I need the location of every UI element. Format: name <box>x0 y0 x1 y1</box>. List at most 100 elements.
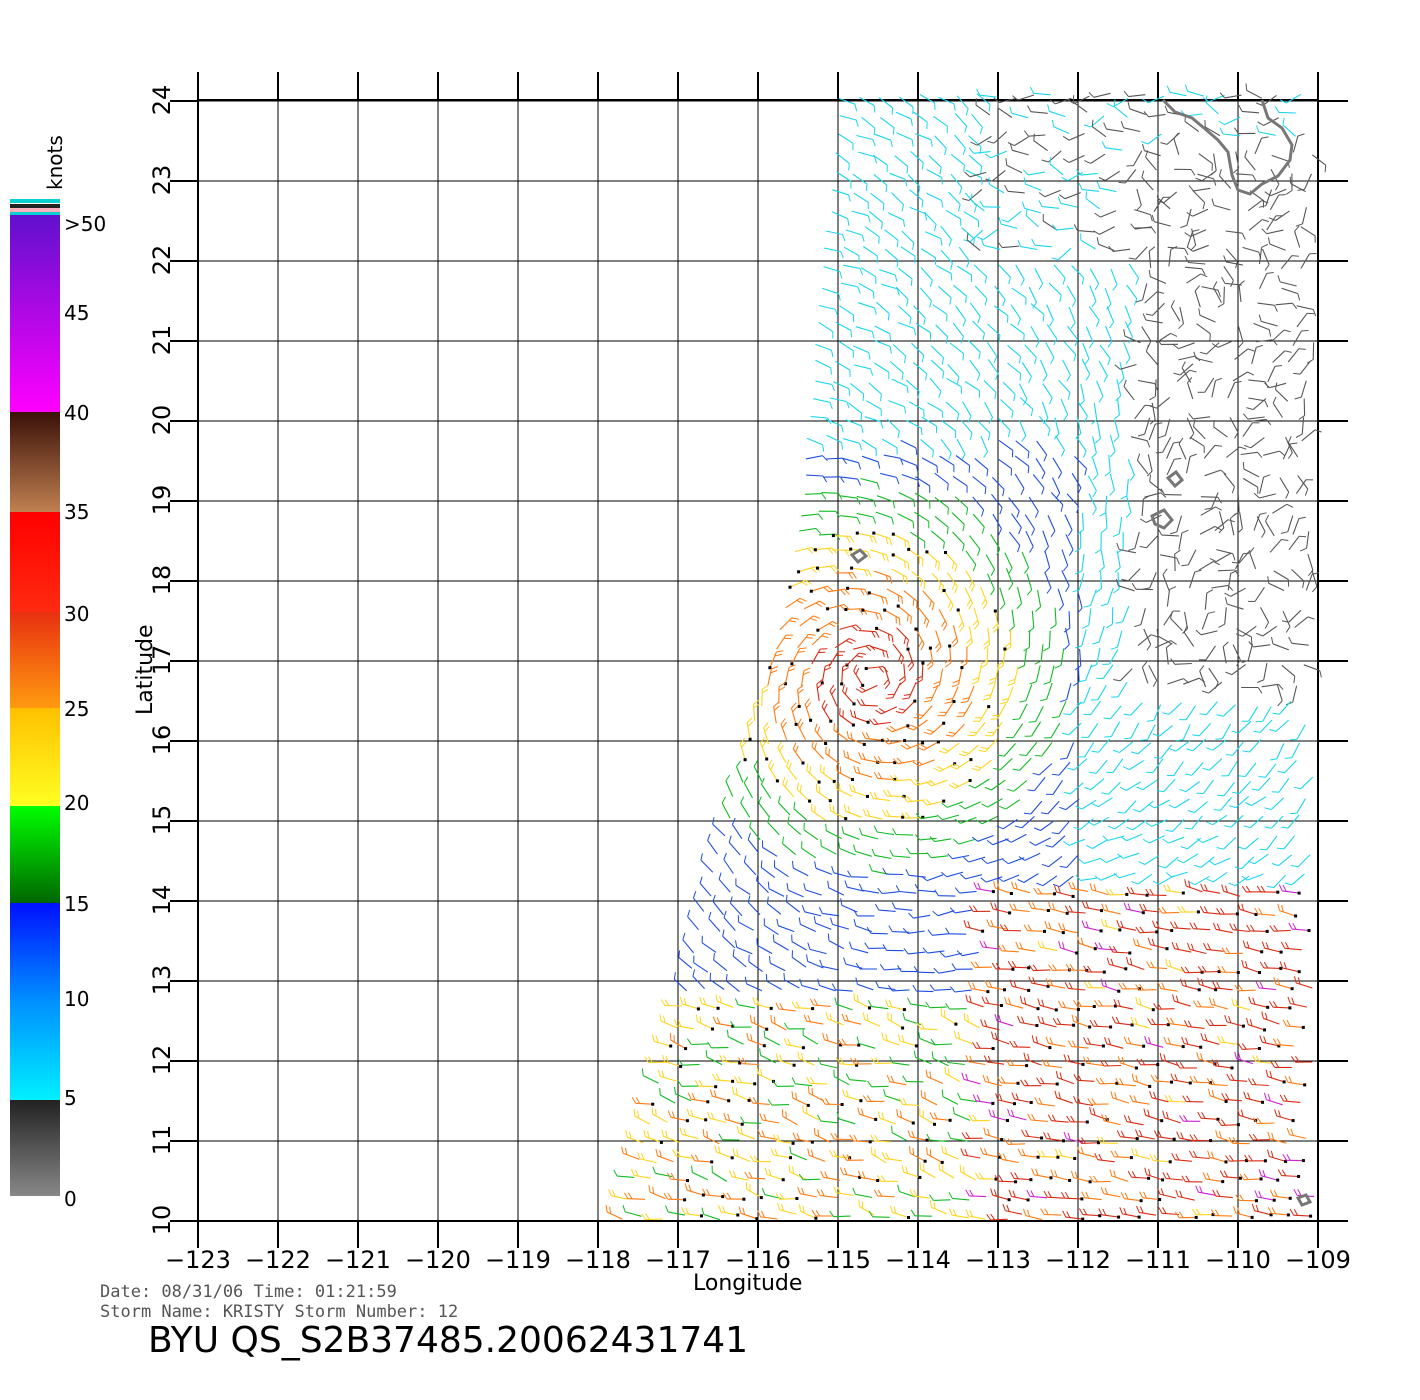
wind-barb <box>1058 379 1071 394</box>
wind-barb-feather <box>844 880 848 888</box>
wind-barb <box>887 212 904 221</box>
rain-flag <box>1073 1157 1077 1160</box>
rain-flag <box>704 1118 708 1122</box>
wind-barb <box>1254 1210 1272 1216</box>
wind-barb-feather <box>877 772 883 779</box>
wind-barb-feather <box>1036 1150 1042 1157</box>
wind-barb-feather <box>1307 312 1315 315</box>
wind-barb-feather <box>1052 773 1060 776</box>
wind-barb-feather <box>776 650 784 653</box>
rain-flag <box>1061 931 1065 935</box>
wind-barb <box>778 802 791 816</box>
rain-flag <box>1081 1062 1085 1066</box>
wind-barb-feather <box>1319 670 1322 678</box>
wind-barb-feather <box>1128 257 1136 260</box>
wind-barb-feather <box>1252 1117 1258 1124</box>
wind-barb-feather <box>926 851 932 859</box>
wind-barb <box>1248 1024 1265 1031</box>
wind-barb <box>720 1211 738 1216</box>
rain-flag <box>789 1156 792 1160</box>
wind-barb <box>1179 363 1194 376</box>
wind-barb-feather <box>997 528 1002 536</box>
wind-barb-feather <box>1060 757 1068 760</box>
wind-barb-feather <box>1297 293 1301 301</box>
rain-flag <box>1124 967 1128 971</box>
wind-barb-feather <box>855 667 860 675</box>
wind-barb <box>1261 683 1279 688</box>
wind-barb <box>762 1119 780 1124</box>
wind-barb-feather <box>1022 169 1029 176</box>
wind-barb-feather <box>1255 125 1260 133</box>
wind-barb-feather <box>1160 488 1166 495</box>
wind-barb <box>820 770 835 782</box>
wind-barb-feather <box>917 391 920 399</box>
wind-barb <box>1276 743 1285 760</box>
wind-barb-feather <box>1185 773 1193 776</box>
wind-barb <box>687 916 699 931</box>
wind-barb <box>972 476 987 488</box>
wind-barb <box>1122 1213 1140 1218</box>
wind-barb <box>950 686 959 703</box>
wind-barb-feather <box>1024 567 1030 574</box>
wind-barb <box>1278 778 1290 793</box>
wind-barb <box>1223 472 1235 487</box>
wind-barb <box>1159 554 1177 559</box>
wind-barb-feather <box>1098 396 1104 403</box>
wind-barb-feather <box>853 909 858 917</box>
wind-barb-feather <box>877 461 881 469</box>
wind-barb <box>1025 684 1033 701</box>
wind-barb-feather <box>825 823 827 831</box>
wind-barb <box>904 1018 922 1026</box>
wind-barb <box>915 476 930 487</box>
wind-barb-feather <box>1074 547 1081 553</box>
wind-barb-feather <box>831 983 837 991</box>
wind-barb <box>1194 875 1210 886</box>
wind-barb <box>1126 1121 1144 1126</box>
wind-barb <box>686 1189 704 1196</box>
wind-barb-feather <box>885 1033 888 1041</box>
wind-barb-feather <box>1067 392 1071 400</box>
wind-barb-feather <box>1004 996 1008 1004</box>
rain-flag <box>795 1197 799 1200</box>
wind-barb-feather <box>886 554 889 562</box>
wind-barb <box>1161 534 1179 537</box>
wind-barb-feather <box>1146 644 1152 651</box>
wind-barb-feather <box>815 602 823 607</box>
wind-barb-feather <box>965 296 967 304</box>
wind-barb <box>1124 335 1141 344</box>
rain-flag <box>861 683 865 687</box>
wind-barb <box>793 808 808 821</box>
wind-barb-feather <box>805 637 813 639</box>
rain-flag <box>1072 1023 1076 1027</box>
wind-barb-feather <box>857 478 862 486</box>
wind-barb-feather <box>637 1152 641 1160</box>
wind-barb <box>1021 815 1035 829</box>
wind-barb <box>805 889 822 896</box>
wind-barb <box>1239 908 1257 916</box>
wind-barb <box>1139 1211 1157 1216</box>
wind-barb-feather <box>976 373 981 381</box>
wind-barb <box>1103 909 1121 915</box>
wind-barb-feather <box>833 1186 837 1194</box>
wind-barb <box>1271 1212 1289 1216</box>
wind-barb <box>1273 929 1291 932</box>
wind-barb <box>937 910 955 917</box>
wind-barb <box>983 244 1001 250</box>
wind-barb-feather <box>1085 1191 1090 1199</box>
wind-barb-feather <box>869 791 874 799</box>
wind-barb <box>985 1080 1002 1087</box>
wind-barb-feather <box>1256 102 1263 106</box>
wind-barb-feather <box>1096 320 1100 327</box>
wind-barb <box>707 840 718 855</box>
wind-barb <box>960 1098 978 1103</box>
wind-barb-feather <box>920 643 925 651</box>
wind-barb <box>919 287 932 302</box>
wind-barb-feather <box>906 847 911 854</box>
wind-barb-feather <box>1283 1094 1288 1102</box>
wind-barb-feather <box>1298 415 1305 420</box>
wind-barb-feather <box>1178 1211 1184 1218</box>
wind-barb-feather <box>936 765 944 771</box>
wind-barb-feather <box>1203 942 1208 950</box>
wind-barb-feather <box>1252 997 1256 1005</box>
wind-barb-feather <box>1174 457 1182 460</box>
